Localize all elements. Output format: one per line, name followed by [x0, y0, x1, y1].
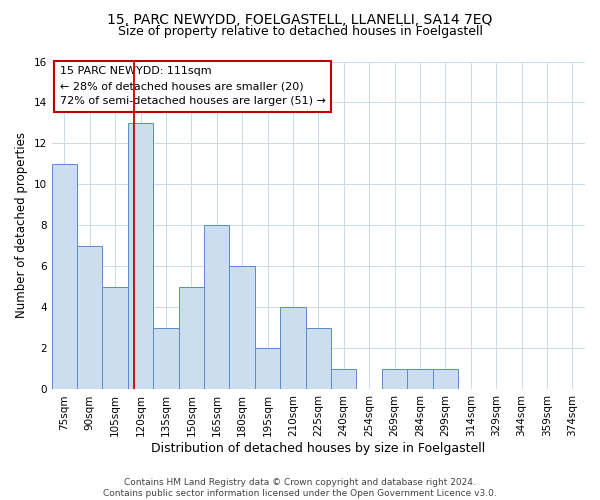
Text: 15, PARC NEWYDD, FOELGASTELL, LLANELLI, SA14 7EQ: 15, PARC NEWYDD, FOELGASTELL, LLANELLI, … — [107, 12, 493, 26]
X-axis label: Distribution of detached houses by size in Foelgastell: Distribution of detached houses by size … — [151, 442, 485, 455]
Bar — [179, 287, 204, 390]
Bar — [103, 287, 128, 390]
Bar — [382, 369, 407, 390]
Bar — [433, 369, 458, 390]
Bar — [128, 123, 153, 390]
Bar — [52, 164, 77, 390]
Bar — [280, 308, 305, 390]
Bar — [255, 348, 280, 390]
Bar — [331, 369, 356, 390]
Bar — [204, 226, 229, 390]
Bar — [229, 266, 255, 390]
Bar — [77, 246, 103, 390]
Text: Size of property relative to detached houses in Foelgastell: Size of property relative to detached ho… — [118, 25, 482, 38]
Y-axis label: Number of detached properties: Number of detached properties — [15, 132, 28, 318]
Bar — [407, 369, 433, 390]
Text: 15 PARC NEWYDD: 111sqm
← 28% of detached houses are smaller (20)
72% of semi-det: 15 PARC NEWYDD: 111sqm ← 28% of detached… — [59, 66, 326, 106]
Bar — [153, 328, 179, 390]
Text: Contains HM Land Registry data © Crown copyright and database right 2024.
Contai: Contains HM Land Registry data © Crown c… — [103, 478, 497, 498]
Bar — [305, 328, 331, 390]
